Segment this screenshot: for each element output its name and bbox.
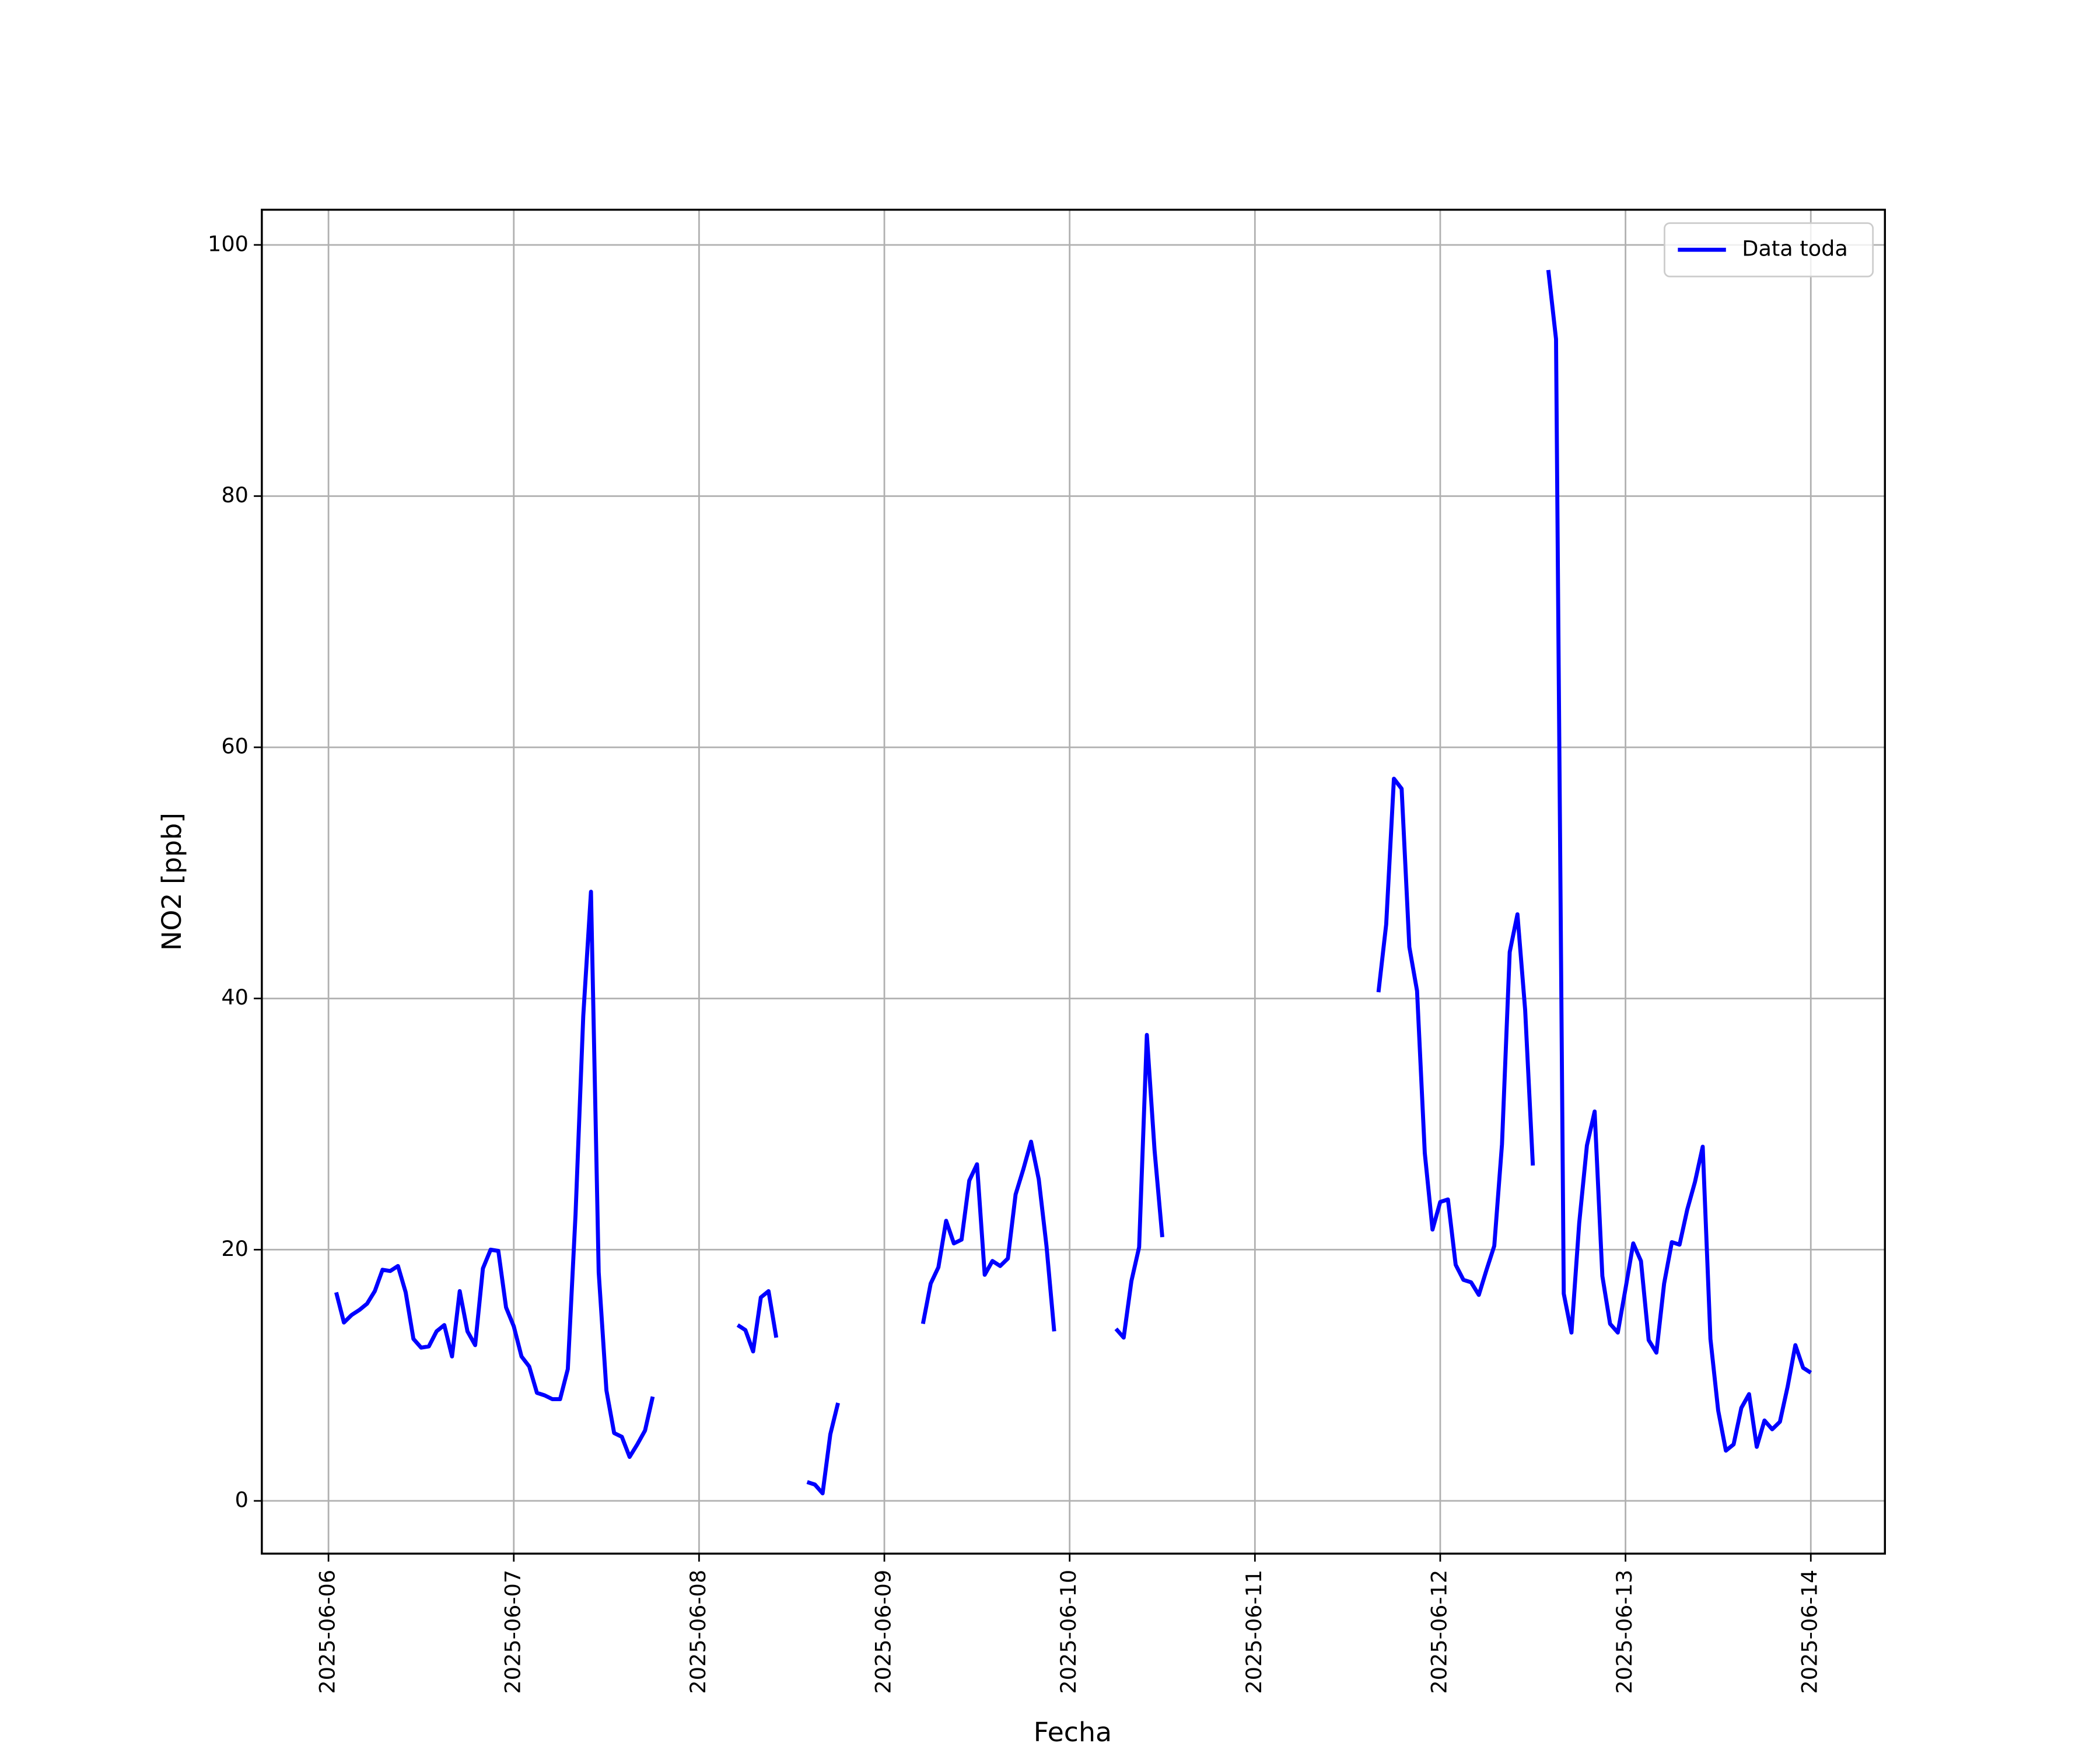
x-tick-label: 2025-06-13 bbox=[1612, 1570, 1637, 1694]
x-tick-label: 2025-06-07 bbox=[500, 1570, 525, 1694]
plot-area: 0 20 40 60 80 100 2025-06-06 2025-06-07 2025-06-… bbox=[208, 208, 1887, 1694]
x-tick-label: 2025-06-06 bbox=[315, 1570, 340, 1694]
x-tick-label: 2025-06-10 bbox=[1056, 1570, 1081, 1694]
x-tick-label: 2025-06-14 bbox=[1797, 1570, 1822, 1694]
y-tick-label: 20 bbox=[221, 1236, 249, 1261]
x-tick-label: 2025-06-11 bbox=[1241, 1570, 1266, 1694]
y-tick-label: 0 bbox=[235, 1487, 249, 1512]
legend-box bbox=[1664, 222, 1874, 278]
x-axis-label: Fecha bbox=[1034, 1716, 1112, 1748]
y-tick-label: 100 bbox=[208, 231, 249, 256]
y-tick-label: 40 bbox=[221, 985, 249, 1010]
axes-frame bbox=[261, 208, 1887, 1555]
y-tick-label: 80 bbox=[221, 482, 249, 508]
x-tick-label: 2025-06-09 bbox=[871, 1570, 896, 1694]
data-line bbox=[334, 270, 1812, 1496]
legend-label: Data toda bbox=[1742, 236, 1848, 261]
y-axis-label: NO2 [ppb] bbox=[156, 813, 187, 951]
y-tick-label: 60 bbox=[221, 734, 249, 759]
x-tick-label: 2025-06-12 bbox=[1426, 1570, 1451, 1694]
x-tick-label: 2025-06-08 bbox=[685, 1570, 710, 1694]
